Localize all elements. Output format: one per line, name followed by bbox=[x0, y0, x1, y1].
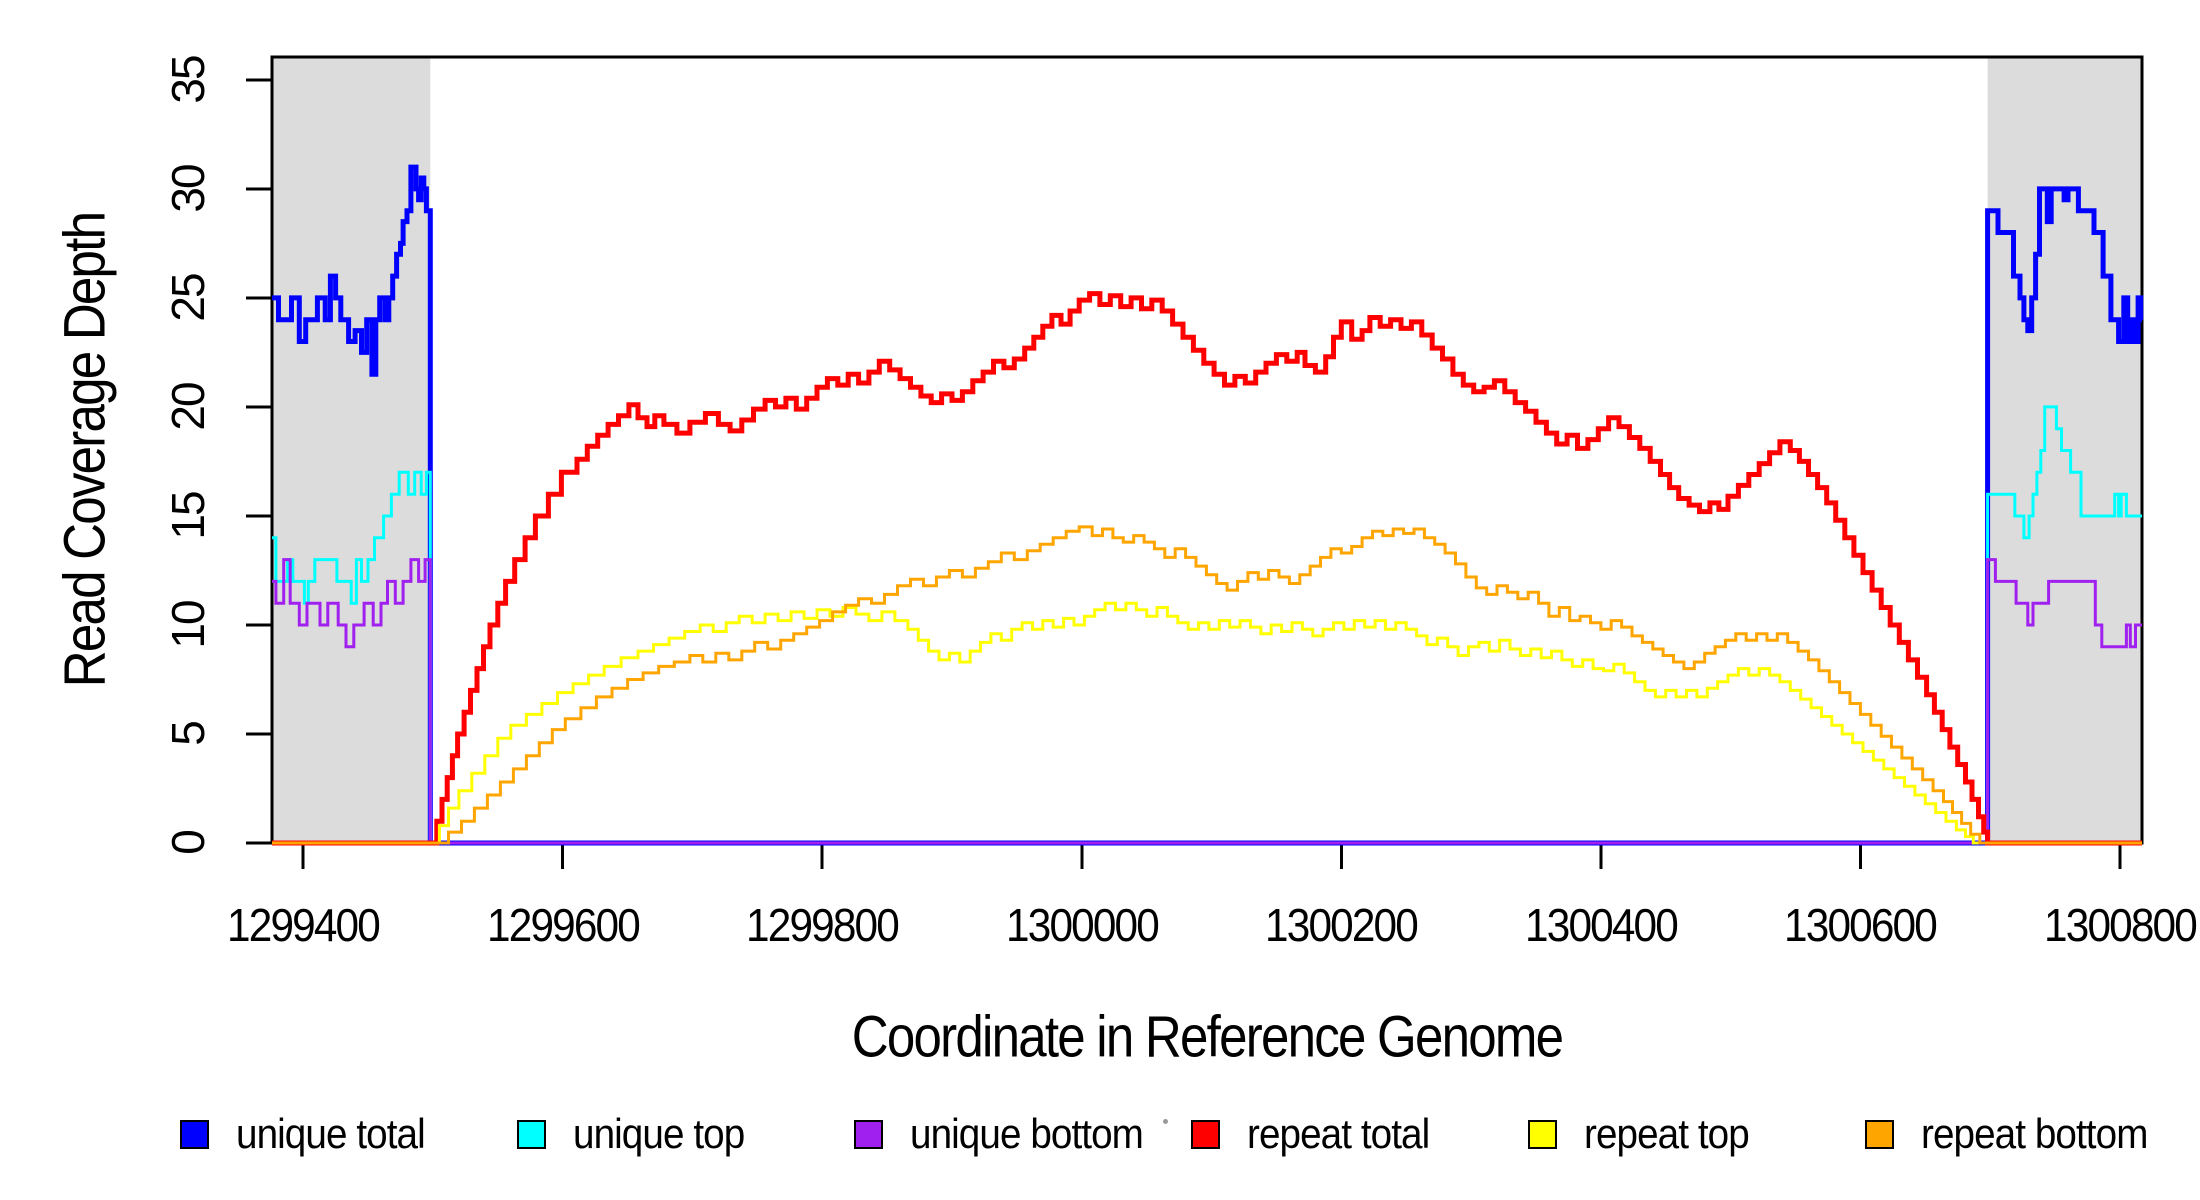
y-tick-label-30: 30 bbox=[162, 165, 214, 213]
legend-item-repeat-total: repeat total bbox=[1191, 1110, 1445, 1158]
x-tick-label-1300800: 1300800 bbox=[2043, 899, 2198, 951]
series-line-repeat-top bbox=[272, 601, 2142, 845]
y-tick-label-5: 5 bbox=[162, 722, 214, 746]
x-tick-label-1300400: 1300400 bbox=[1524, 899, 1679, 951]
legend-swatch-repeat-bottom bbox=[1865, 1119, 1894, 1149]
series-line-repeat-bottom bbox=[272, 525, 2142, 845]
y-tick-label-0: 0 bbox=[162, 831, 214, 855]
legend-label: unique total bbox=[236, 1110, 426, 1157]
legend-label: repeat top bbox=[1584, 1110, 1750, 1157]
legend: unique total unique top unique bottom repea… bbox=[0, 1110, 2200, 1170]
legend-item-unique-total: unique total bbox=[180, 1110, 441, 1158]
legend-item-repeat-bottom: repeat bottom bbox=[1865, 1110, 2167, 1158]
series-line-unique-total bbox=[272, 164, 2144, 846]
shaded-region-left-unique-flank bbox=[272, 57, 431, 843]
legend-swatch-unique-top bbox=[517, 1119, 546, 1149]
y-tick-label-25: 25 bbox=[162, 274, 214, 322]
legend-item-unique-bottom: unique bottom bbox=[854, 1110, 1163, 1158]
y-tick-label-15: 15 bbox=[162, 492, 214, 540]
series-line-unique-top bbox=[272, 405, 2142, 845]
series-line-repeat-total bbox=[272, 291, 2142, 846]
legend-item-repeat-top: repeat top bbox=[1528, 1110, 1763, 1158]
y-tick-label-10: 10 bbox=[162, 601, 214, 649]
x-tick-label-1299400: 1299400 bbox=[227, 899, 381, 951]
x-tick-label-1299800: 1299800 bbox=[746, 899, 900, 951]
x-tick-label-1299600: 1299600 bbox=[486, 899, 641, 951]
legend-item-unique-top: unique top bbox=[517, 1110, 759, 1158]
x-tick-label-1300200: 1300200 bbox=[1265, 899, 1419, 951]
legend-swatch-repeat-top bbox=[1528, 1119, 1557, 1149]
series-line-unique-bottom bbox=[272, 558, 2142, 845]
x-tick-label-1300000: 1300000 bbox=[1005, 899, 1160, 951]
plot-frame bbox=[270, 55, 2144, 845]
x-axis-title: Coordinate in Reference Genome bbox=[851, 1004, 1564, 1070]
legend-label: unique bottom bbox=[910, 1110, 1144, 1157]
legend-label: repeat bottom bbox=[1921, 1110, 2148, 1157]
legend-swatch-repeat-total bbox=[1191, 1119, 1220, 1149]
y-tick-label-35: 35 bbox=[162, 56, 214, 104]
y-tick-label-20: 20 bbox=[162, 383, 214, 431]
y-axis-title: Read Coverage Depth bbox=[52, 212, 118, 688]
legend-swatch-unique-bottom bbox=[854, 1119, 883, 1149]
stray-dot bbox=[1163, 1119, 1168, 1124]
legend-label: unique top bbox=[573, 1110, 745, 1157]
legend-swatch-unique-total bbox=[180, 1119, 209, 1149]
legend-label: repeat total bbox=[1247, 1110, 1430, 1157]
x-tick-label-1300600: 1300600 bbox=[1784, 899, 1938, 951]
